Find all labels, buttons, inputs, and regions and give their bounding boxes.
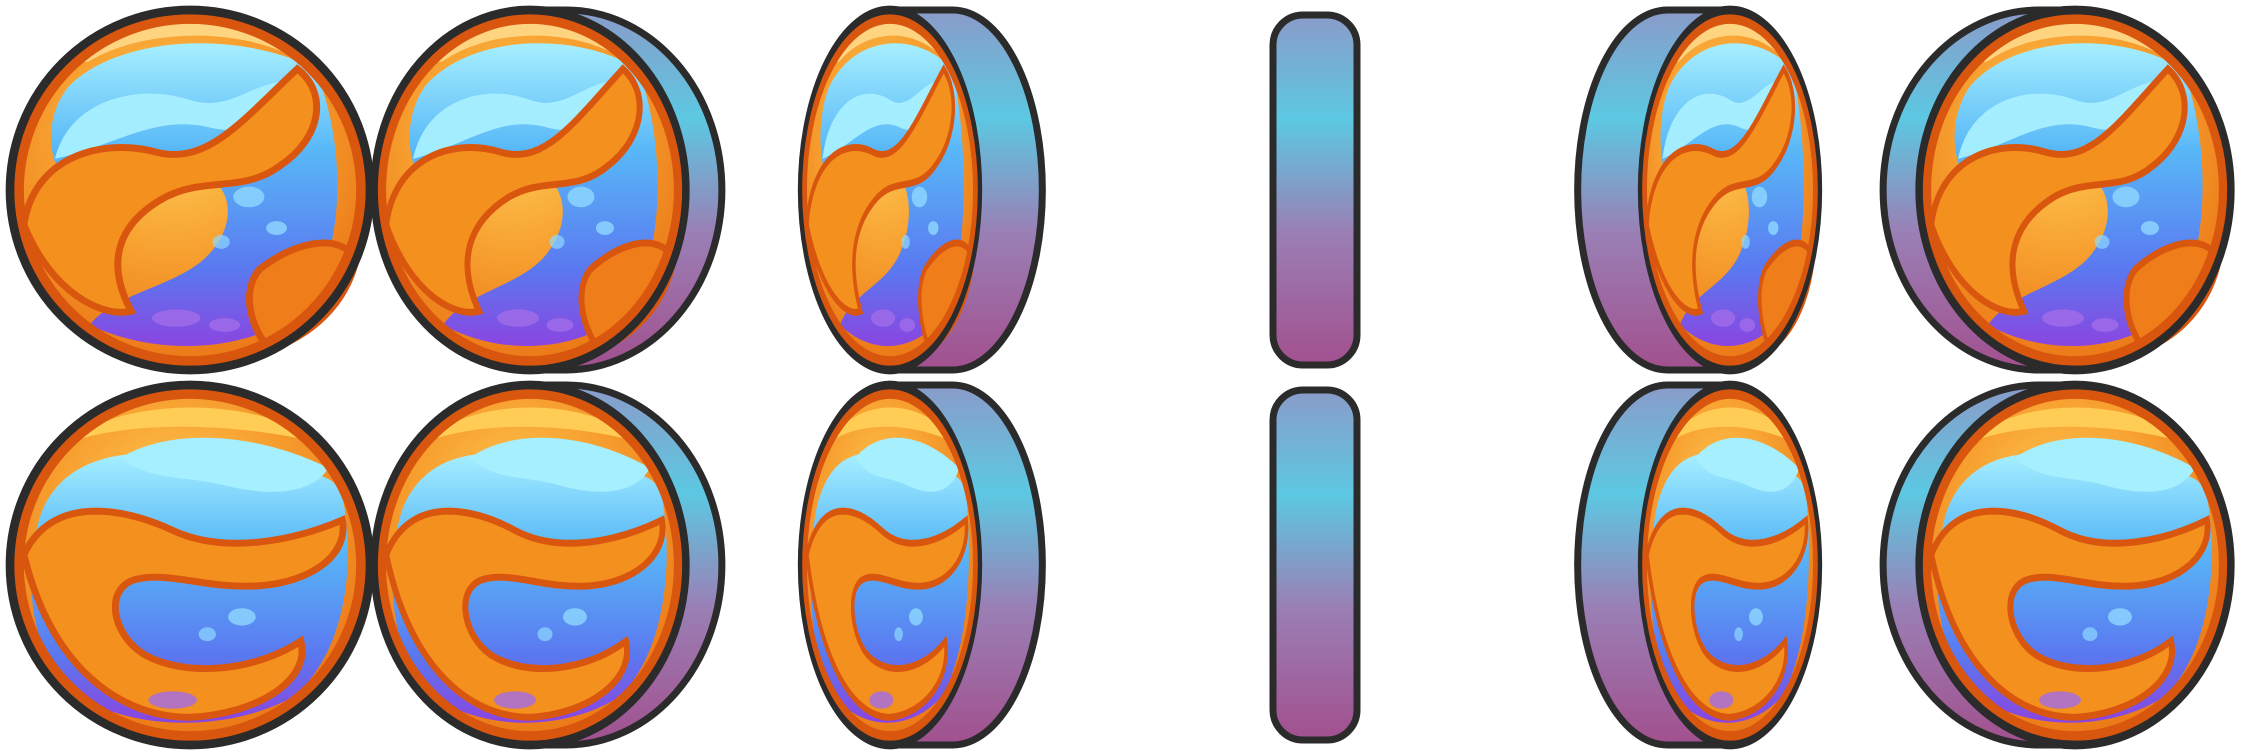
coin-face [374, 385, 686, 745]
coin-turn-4-row-1 [1879, 10, 2231, 370]
coin-face [800, 385, 980, 745]
coin-turn-2-row-2 [800, 385, 1046, 745]
coin-edge-row-1 [1269, 11, 1361, 369]
coin-face [374, 10, 686, 370]
coin-edge-row-2 [1269, 386, 1361, 744]
coin-rim [1269, 11, 1361, 369]
coin-face [1640, 385, 1820, 745]
coin-turn-3-row-1 [1574, 10, 1820, 370]
coin-rim [1269, 386, 1361, 744]
coin-turn-3-row-2 [1574, 385, 1820, 745]
coin-face [1919, 385, 2231, 745]
coin-face [800, 10, 980, 370]
coin-turn-1-row-1 [374, 10, 726, 370]
coin-face [10, 385, 370, 745]
coin-turn-4-row-2 [1879, 385, 2231, 745]
coin-front-row-2 [10, 385, 370, 745]
coin-face [1640, 10, 1820, 370]
coin-turn-2-row-1 [800, 10, 1046, 370]
coin-face [1919, 10, 2231, 370]
coin-front-row-1 [10, 10, 370, 370]
coin-turn-1-row-2 [374, 385, 726, 745]
coin-face [10, 10, 370, 370]
